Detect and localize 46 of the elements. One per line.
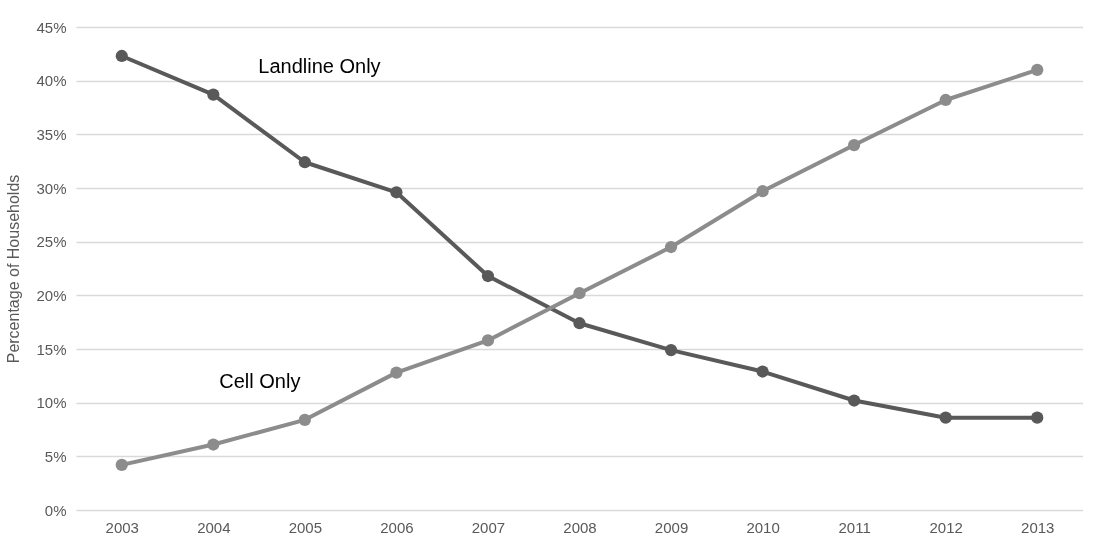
point: [939, 411, 952, 424]
x-tick-label: 2003: [105, 518, 139, 536]
x-tick-label: 2008: [563, 518, 597, 536]
y-tick-label: 25%: [36, 233, 67, 251]
y-tick-label: 20%: [36, 286, 67, 304]
series-label: Cell Only: [219, 369, 301, 392]
y-tick-label: 10%: [36, 394, 67, 412]
y-tick-label: 45%: [36, 18, 67, 36]
y-tick-label: 0%: [44, 501, 67, 519]
x-tick-label: 2010: [746, 518, 780, 536]
text: Landline Only: [258, 54, 381, 77]
point: [115, 458, 128, 472]
point: [848, 138, 861, 152]
x-tick-label: 2012: [929, 518, 963, 536]
point: [939, 93, 952, 107]
point: [298, 156, 311, 169]
point: [298, 413, 311, 426]
point: [207, 88, 220, 101]
y-tick-label: 15%: [36, 340, 67, 358]
x-tick-label: 2013: [1021, 518, 1055, 536]
x-tick-label: 2004: [197, 518, 231, 536]
x-tick-label: 2009: [654, 518, 689, 536]
point: [848, 394, 861, 407]
point: [207, 438, 220, 451]
point: [115, 49, 128, 63]
point: [390, 366, 403, 379]
x-tick-label: 2011: [838, 518, 871, 536]
y-axis-title: Percentage of Households: [5, 174, 23, 364]
point: [756, 365, 769, 378]
point: [664, 240, 678, 254]
point: [1031, 63, 1044, 77]
y-tick-label: 5%: [44, 447, 67, 465]
point: [756, 185, 769, 198]
x-tick-label: 2007: [471, 518, 506, 536]
point: [481, 334, 495, 347]
y-tick-label: 30%: [36, 179, 67, 197]
point: [390, 186, 403, 199]
x-tick-label: 2006: [380, 518, 414, 536]
point: [664, 343, 678, 357]
point: [573, 317, 586, 330]
point: [573, 287, 586, 300]
point: [1031, 411, 1044, 424]
x-tick-label: 2005: [288, 518, 323, 536]
y-tick-label: 40%: [36, 72, 67, 90]
y-tick-label: 35%: [36, 125, 67, 143]
point: [481, 269, 495, 283]
